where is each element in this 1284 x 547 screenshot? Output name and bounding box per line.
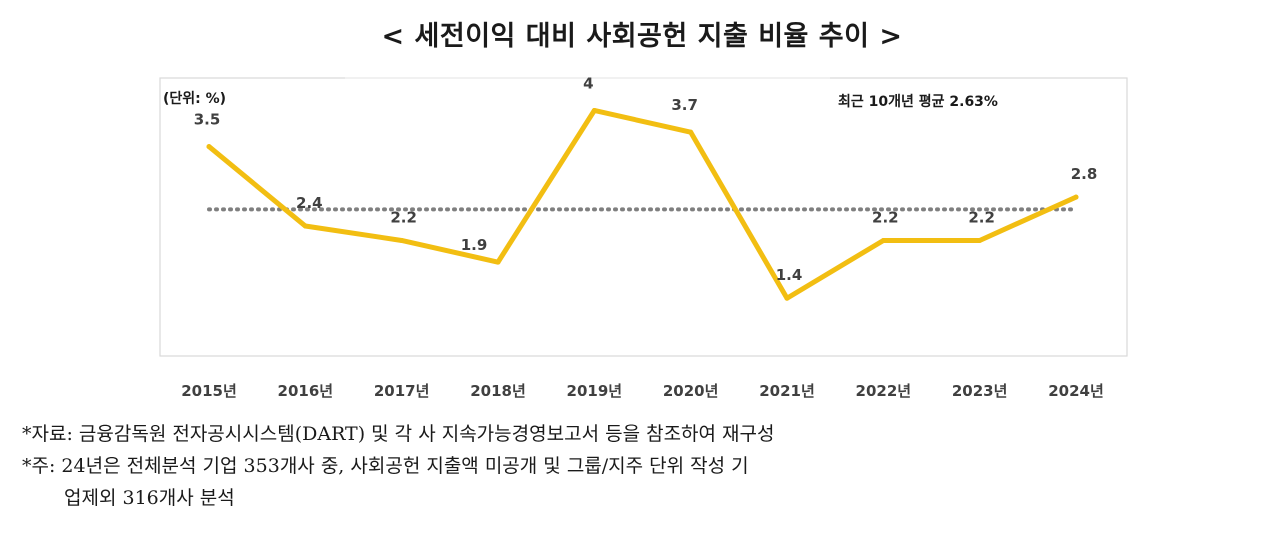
x-tick-label: 2024년: [1048, 382, 1104, 400]
data-point: [206, 144, 212, 150]
series-line: [206, 107, 1079, 301]
data-point: [399, 237, 405, 243]
note-line-2: 업제외 316개사 분석: [64, 487, 235, 509]
data-label: 1.4: [776, 266, 803, 284]
chart-area: (단위: %) 최근 10개년 평균 2.63% 3.5 2.4 2.2 1.9 4 3.…: [159, 74, 1128, 400]
x-tick-label: 2015년: [181, 382, 237, 400]
data-label: 2.2: [872, 208, 899, 226]
data-point: [302, 223, 308, 229]
line-chart: (단위: %) 최근 10개년 평균 2.63% 3.52.42.21.943.…: [159, 74, 1128, 400]
data-point: [784, 295, 790, 301]
source-note: *자료: 금융감독원 전자공시시스템(DART) 및 각 사 지속가능경영보고서…: [22, 423, 775, 445]
data-label: 2.8: [1071, 165, 1098, 183]
x-tick-label: 2022년: [856, 382, 912, 400]
data-label: 4: [583, 74, 593, 92]
data-label: 2.2: [390, 208, 417, 226]
footnotes: *자료: 금융감독원 전자공시시스템(DART) 및 각 사 지속가능경영보고서…: [22, 418, 1272, 514]
series-line-layer: [206, 107, 1079, 301]
unit-label: (단위: %): [163, 90, 226, 107]
data-label: 3.7: [671, 96, 698, 114]
x-tick-label: 2018년: [470, 382, 526, 400]
data-label: 1.9: [461, 236, 488, 254]
x-tick-layer: 2015년 2016년 2017년 2018년 2019년 2020년 2021년 2022년…: [181, 382, 1104, 400]
average-label: 최근 10개년 평균 2.63%: [838, 93, 998, 110]
x-tick-label: 2020년: [663, 382, 719, 400]
data-point: [591, 107, 597, 113]
data-point: [688, 129, 694, 135]
x-tick-label: 2016년: [278, 382, 334, 400]
data-point: [977, 237, 983, 243]
note-line-1: *주: 24년은 전체분석 기업 353개사 중, 사회공헌 지출액 미공개 및…: [22, 455, 749, 477]
data-point: [1073, 194, 1079, 200]
data-label: 3.5: [194, 111, 221, 129]
data-point: [495, 259, 501, 265]
x-tick-label: 2019년: [567, 382, 623, 400]
x-tick-label: 2017년: [374, 382, 430, 400]
x-tick-label: 2023년: [952, 382, 1008, 400]
chart-title: < 세전이익 대비 사회공헌 지출 비율 추이 >: [381, 21, 903, 52]
data-label: 2.4: [296, 194, 323, 212]
data-label: 2.2: [968, 208, 995, 226]
data-label-layer: 3.5 2.4 2.2 1.9 4 3.7 1.4 2.2 2.2 2.8: [194, 74, 1098, 284]
data-point: [880, 237, 886, 243]
x-tick-label: 2021년: [759, 382, 815, 400]
